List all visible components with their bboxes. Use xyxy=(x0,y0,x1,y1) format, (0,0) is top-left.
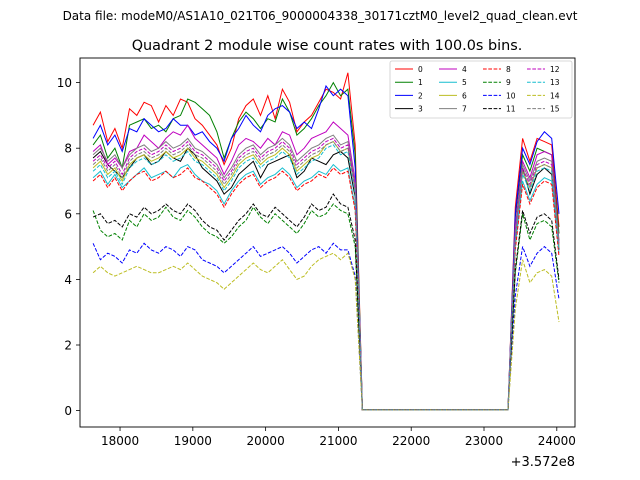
legend-label-8: 8 xyxy=(506,65,511,74)
legend-label-10: 10 xyxy=(506,91,516,100)
x-tick-label: 23000 xyxy=(465,434,503,448)
x-tick-label: 18000 xyxy=(101,434,139,448)
y-tick-label: 6 xyxy=(64,207,72,221)
x-axis: 18000 19000 20000 21000 22000 23000 24000 xyxy=(101,427,576,448)
x-tick-label: 24000 xyxy=(538,434,576,448)
x-offset-label: +3.572e8 xyxy=(511,455,575,470)
y-tick-label: 8 xyxy=(64,142,72,156)
series-line-15 xyxy=(92,140,560,411)
legend-label-15: 15 xyxy=(550,105,560,114)
chart-title: Quadrant 2 module wise count rates with … xyxy=(132,38,523,54)
legend-label-9: 9 xyxy=(506,78,511,87)
legend-label-7: 7 xyxy=(462,105,467,114)
y-tick-label: 4 xyxy=(64,273,72,287)
legend-label-13: 13 xyxy=(550,78,560,87)
series-line-14 xyxy=(92,252,560,411)
y-axis: 0 2 4 6 8 10 xyxy=(57,76,80,418)
y-tick-label: 10 xyxy=(57,76,72,90)
legend-label-12: 12 xyxy=(550,65,560,74)
legend-label-3: 3 xyxy=(418,105,423,114)
y-tick-label: 0 xyxy=(64,404,72,418)
legend-label-11: 11 xyxy=(506,105,516,114)
x-tick-label: 19000 xyxy=(174,434,212,448)
legend-label-0: 0 xyxy=(418,65,423,74)
series-line-10 xyxy=(92,242,560,411)
x-tick-label: 21000 xyxy=(319,434,357,448)
x-tick-label: 22000 xyxy=(392,434,430,448)
legend-label-1: 1 xyxy=(418,78,423,87)
plot-lines xyxy=(92,72,560,411)
legend-box xyxy=(389,60,573,119)
axes-frame xyxy=(79,57,576,428)
x-tick-label: 20000 xyxy=(247,434,285,448)
series-line-13 xyxy=(92,144,560,411)
legend-label-2: 2 xyxy=(418,91,423,100)
legend-label-4: 4 xyxy=(462,65,467,74)
y-tick-label: 2 xyxy=(64,339,72,353)
legend-label-5: 5 xyxy=(462,78,467,87)
legend-label-6: 6 xyxy=(462,91,467,100)
legend-label-14: 14 xyxy=(550,91,560,100)
data-file-suptitle: Data file: modeM0/AS1A10_021T06_90000043… xyxy=(63,9,578,23)
